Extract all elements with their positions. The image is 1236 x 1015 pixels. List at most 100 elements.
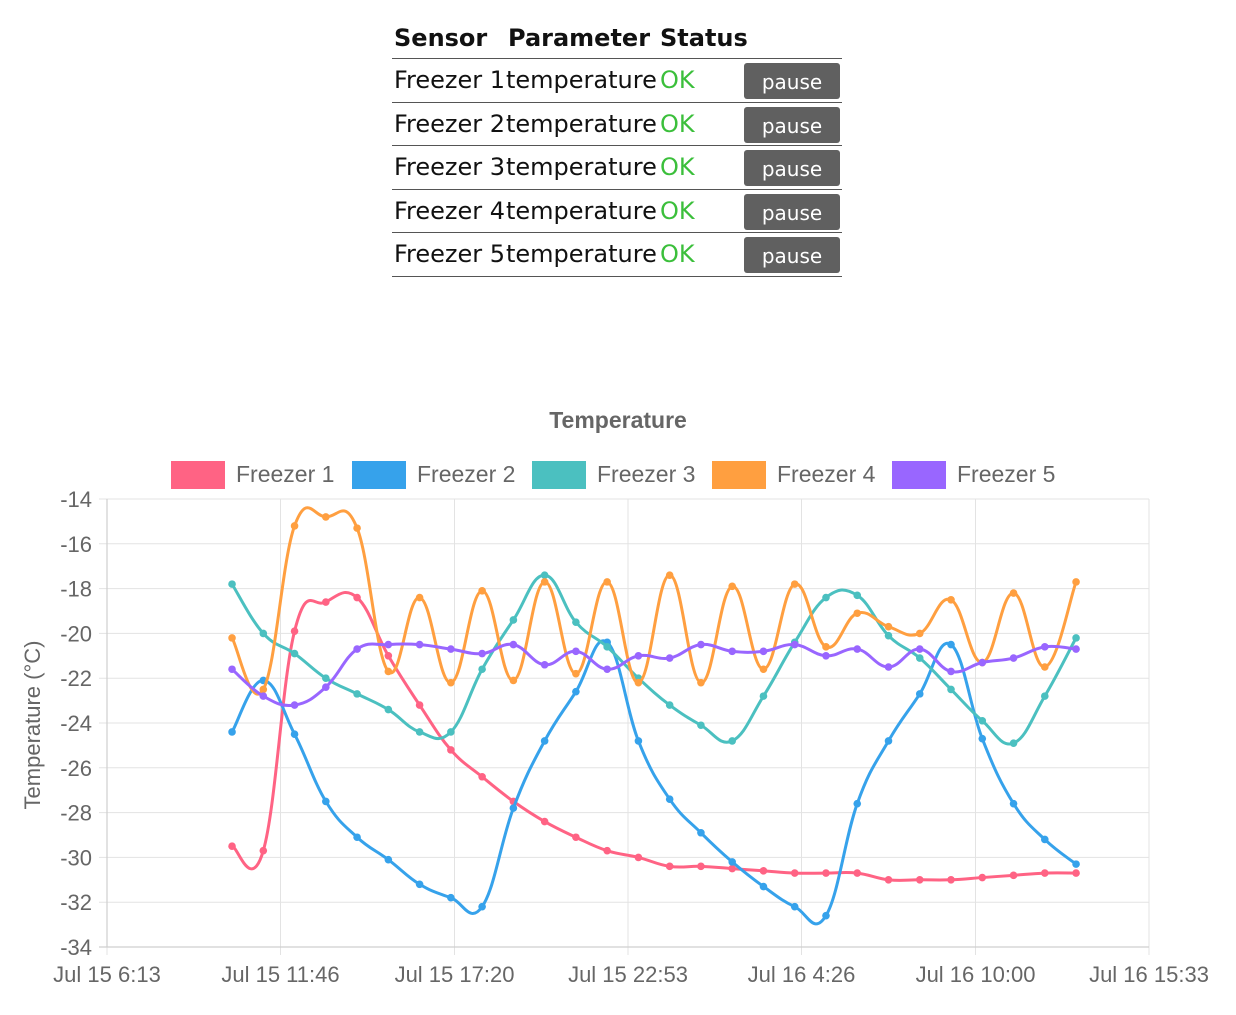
data-point [322, 797, 330, 806]
data-point [228, 728, 236, 736]
data-point [665, 571, 674, 579]
data-point [259, 629, 268, 638]
pause-button[interactable]: pause [744, 237, 840, 273]
series-line [230, 639, 1077, 926]
data-point [853, 609, 862, 618]
data-point [415, 701, 424, 709]
data-point [947, 596, 955, 604]
table-header: Sensor Parameter Status [392, 18, 842, 59]
data-point [228, 580, 236, 588]
data-point [322, 674, 330, 682]
y-tick-label: -24 [60, 711, 92, 736]
data-point [290, 649, 299, 658]
sensor-name: Freezer 1 [394, 66, 506, 95]
data-point [290, 730, 299, 738]
data-point [384, 855, 393, 864]
data-point [1072, 578, 1080, 586]
data-point [540, 660, 549, 669]
x-tick-label: Jul 16 10:00 [916, 962, 1036, 987]
series-line [231, 642, 1077, 708]
data-point [853, 591, 862, 600]
x-tick-label: Jul 15 6:13 [53, 962, 161, 987]
sensor-name: Freezer 2 [394, 109, 506, 138]
series-freezer-1 [228, 590, 1080, 884]
data-point [978, 658, 987, 667]
data-point [728, 858, 736, 866]
header-status: Status [660, 24, 748, 52]
data-point [947, 667, 955, 676]
data-point [1041, 643, 1049, 651]
data-point [1072, 860, 1080, 868]
status-value: OK [660, 196, 695, 225]
data-point [728, 864, 736, 873]
chart-series [228, 506, 1080, 926]
data-point [697, 862, 705, 871]
legend-label: Freezer 4 [777, 461, 876, 487]
pause-button[interactable]: pause [744, 150, 840, 186]
data-point [822, 652, 830, 660]
legend-swatch [892, 461, 946, 489]
data-point [540, 737, 549, 745]
series-freezer-3 [228, 571, 1080, 747]
data-point [259, 685, 268, 694]
data-point [822, 869, 830, 877]
data-point [290, 522, 299, 530]
data-point [1041, 692, 1049, 700]
y-tick-label: -22 [60, 666, 92, 691]
data-point [447, 678, 455, 687]
data-point [947, 876, 955, 884]
data-point [603, 665, 611, 674]
data-point [665, 795, 674, 803]
data-point [728, 737, 736, 745]
data-point [259, 692, 268, 700]
sensor-status-table: Sensor Parameter Status Freezer 1 temper… [392, 18, 842, 277]
data-point [384, 652, 393, 660]
data-point [353, 690, 361, 698]
y-tick-label: -18 [60, 577, 92, 602]
data-point [790, 640, 799, 649]
series-line [230, 573, 1078, 746]
y-tick-label: -26 [60, 756, 92, 781]
data-point [915, 629, 924, 638]
status-value: OK [660, 66, 695, 95]
data-point [1072, 645, 1080, 653]
data-point [1041, 663, 1049, 671]
sensor-name: Freezer 3 [394, 153, 506, 182]
data-point [353, 833, 361, 842]
data-point [572, 687, 580, 696]
data-point [509, 640, 518, 649]
data-point [759, 882, 768, 891]
x-tick-label: Jul 16 15:33 [1089, 962, 1209, 987]
data-point [290, 627, 299, 635]
data-point [697, 828, 705, 837]
data-point [540, 578, 549, 586]
data-point [509, 676, 518, 685]
y-tick-label: -32 [60, 890, 92, 915]
pause-button[interactable]: pause [744, 63, 840, 99]
legend-label: Freezer 2 [417, 461, 515, 487]
data-point [822, 643, 830, 651]
parameter-name: temperature [506, 109, 657, 138]
x-tick-label: Jul 15 22:53 [568, 962, 688, 987]
data-point [228, 665, 236, 674]
data-point [384, 705, 393, 714]
data-point [540, 571, 549, 579]
data-point [603, 643, 611, 651]
pause-button[interactable]: pause [744, 193, 840, 230]
data-point [353, 524, 361, 532]
data-point [322, 598, 330, 606]
parameter-name: temperature [506, 153, 657, 182]
data-point [947, 640, 955, 649]
pause-button[interactable]: pause [744, 106, 840, 143]
data-point [915, 690, 924, 698]
data-point [1041, 869, 1049, 877]
data-point [915, 876, 924, 884]
data-point [384, 667, 393, 676]
data-point [978, 716, 987, 725]
series-freezer-2 [228, 638, 1080, 926]
data-point [978, 734, 987, 743]
data-point [1072, 869, 1080, 877]
data-point [384, 640, 393, 649]
data-point [572, 647, 580, 656]
